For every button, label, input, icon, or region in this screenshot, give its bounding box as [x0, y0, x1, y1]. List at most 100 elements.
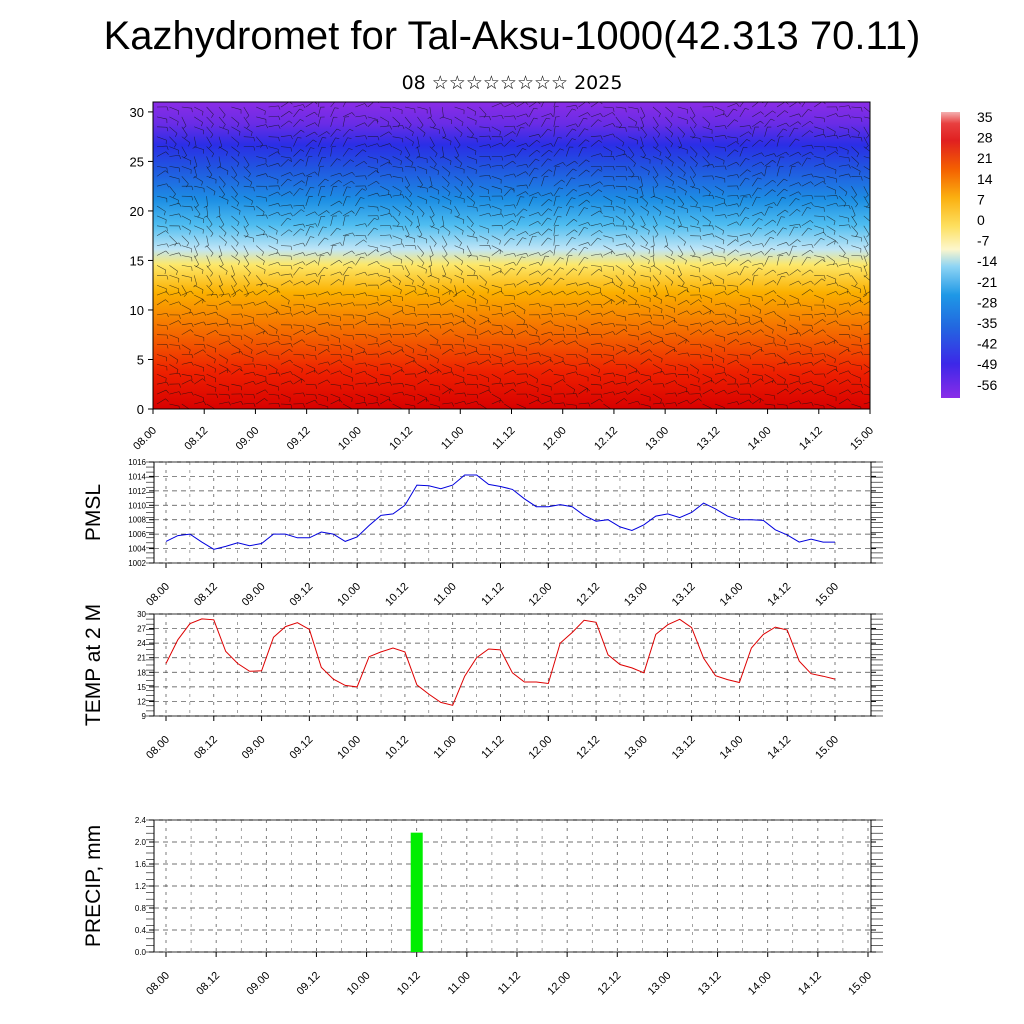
wind-barb [739, 139, 747, 147]
wind-barb-flag [178, 320, 182, 324]
wind-barb-flag [823, 305, 826, 310]
wind-barb [380, 299, 390, 306]
wind-barb [355, 292, 366, 296]
wind-barb-flag [237, 123, 240, 128]
wind-barb-flag [389, 213, 393, 217]
wind-barb-flag [412, 211, 414, 216]
wind-barb [677, 310, 687, 316]
wind-barb-flag [501, 325, 503, 330]
wind-barb-flag [419, 184, 423, 188]
wind-barb-flag [365, 362, 368, 367]
wind-barb-flag [550, 113, 554, 117]
wind-barb-flag [276, 289, 281, 293]
wind-barb [491, 362, 502, 365]
wind-barb-flag [178, 213, 182, 218]
wind-barb [330, 242, 341, 246]
wind-barb-flag [534, 167, 539, 170]
wind-barb-flag [278, 335, 280, 340]
wind-barb-flag [811, 144, 814, 149]
wind-barb-flag [673, 348, 677, 353]
wind-barb-flag [191, 196, 194, 201]
wind-barb-flag [847, 379, 851, 383]
wind-barb [801, 389, 811, 395]
wind-barb-flag [855, 203, 858, 208]
y-tick-label: 1004 [128, 545, 146, 554]
wind-barb [305, 393, 316, 396]
wind-barb-flag [533, 117, 538, 120]
wind-barb [429, 369, 439, 375]
wind-barb [417, 255, 425, 264]
wind-barb-flag [669, 124, 673, 128]
wind-barb [590, 230, 600, 236]
wind-barb-flag [563, 375, 565, 380]
wind-barb [355, 122, 365, 128]
wind-barb [677, 205, 688, 210]
wind-barb [578, 354, 588, 360]
wind-barb [789, 245, 793, 256]
wind-barb-flag [522, 237, 527, 240]
wind-barb-flag [439, 345, 441, 350]
wind-barb-flag [389, 350, 393, 355]
wind-barb-flag [575, 371, 579, 376]
wind-barb [665, 314, 675, 319]
wind-barb-flag [734, 149, 739, 153]
wind-barb [652, 364, 662, 370]
wind-barb-flag [550, 143, 554, 147]
wind-barb-flag [388, 398, 392, 402]
wind-barb-flag [189, 220, 191, 225]
wind-barb-flag [600, 312, 603, 317]
wind-barb [342, 102, 346, 108]
wind-barb [218, 401, 229, 405]
wind-barb-flag [745, 158, 750, 161]
wind-barb [566, 364, 577, 367]
wind-barb [392, 215, 400, 224]
wind-barb-flag [848, 302, 851, 307]
wind-barb [342, 232, 353, 236]
wind-barb-flag [723, 111, 725, 116]
wind-barb [590, 135, 601, 137]
wind-barb-flag [712, 225, 714, 230]
wind-barb [752, 211, 762, 217]
wind-barb-flag [374, 119, 379, 122]
wind-barb [739, 194, 750, 197]
wind-barb-flag [562, 162, 566, 166]
wind-barb [256, 330, 266, 335]
wind-barb [776, 227, 784, 236]
wind-barb [528, 374, 538, 380]
wind-barb [739, 364, 749, 370]
wind-barb-flag [749, 125, 752, 130]
wind-barb [243, 402, 254, 405]
wind-barb-flag [807, 256, 812, 259]
wind-barb-flag [834, 358, 836, 363]
wind-barb [454, 225, 464, 231]
wind-barb [380, 314, 390, 319]
wind-barb-flag [264, 269, 266, 274]
wind-barb [442, 195, 452, 201]
wind-barb [479, 174, 490, 177]
wind-barb [627, 205, 635, 215]
wind-barb [380, 381, 391, 385]
wind-barb [504, 310, 514, 316]
wind-barb [504, 382, 515, 385]
wind-barb [206, 304, 217, 307]
wind-barb [752, 120, 761, 128]
wind-barb-flag [501, 165, 504, 169]
wind-barb [268, 289, 278, 296]
wind-barb-flag [351, 260, 355, 265]
wind-barb [553, 374, 564, 377]
wind-barb [218, 186, 225, 195]
wind-barb [305, 273, 316, 276]
wind-barb [380, 185, 390, 192]
wind-barb [603, 235, 614, 239]
wind-barb-flag [215, 311, 219, 316]
wind-barb [231, 225, 239, 233]
wind-barb [479, 185, 489, 191]
wind-barb-flag [709, 221, 711, 226]
wind-barb [727, 271, 737, 276]
wind-barb [367, 311, 378, 316]
wind-barb [392, 146, 402, 152]
wind-barb [553, 257, 561, 266]
wind-barb-flag [649, 321, 653, 325]
wind-barb [280, 359, 291, 365]
wind-barb [553, 361, 564, 365]
